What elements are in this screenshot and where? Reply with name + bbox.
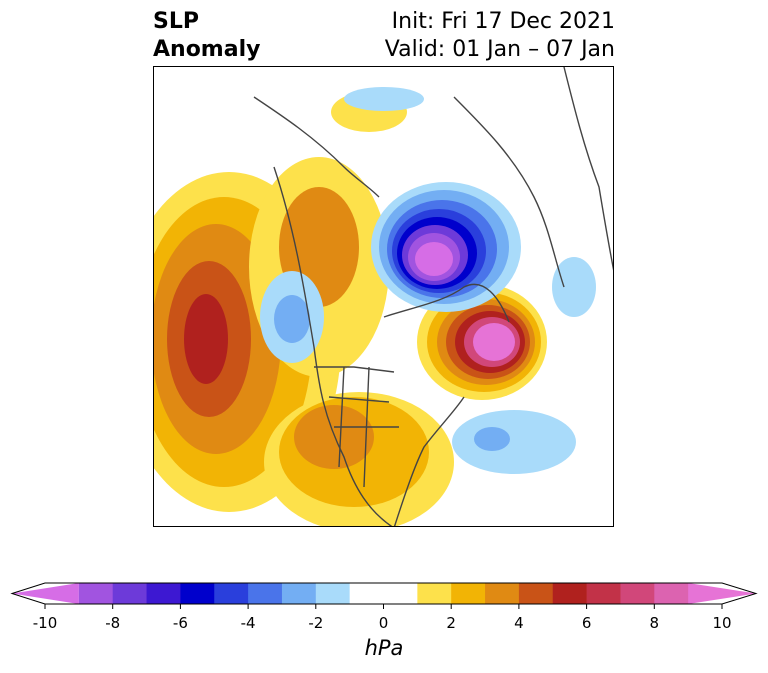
low-pressure-anomaly-east-pacific <box>260 271 324 363</box>
valid-period: Valid: 01 Jan – 07 Jan <box>384 37 615 62</box>
colorbar-tick-label: -2 <box>308 614 324 632</box>
high-pressure-anomaly-north-atlantic <box>417 284 547 400</box>
colorbar-units: hPa <box>364 636 404 660</box>
coastlines <box>253 67 613 526</box>
colorbar-segment <box>654 583 689 604</box>
title-line-2: Anomaly <box>153 37 261 62</box>
colorbar-tick-label: -4 <box>240 614 256 632</box>
colorbar-segment <box>112 583 148 604</box>
colorbar-segment <box>248 583 283 604</box>
colorbar-segment <box>383 583 418 604</box>
colorbar-segment <box>518 583 554 604</box>
colorbar-segment <box>281 583 317 604</box>
colorbar-segment <box>485 583 520 604</box>
colorbar-segment <box>349 583 384 604</box>
colorbar-tick-label: 10 <box>712 614 732 632</box>
low-pressure-anomaly-polar <box>344 87 596 317</box>
colorbar-segment <box>620 583 655 604</box>
colorbar-segment <box>552 583 588 604</box>
map-title: SLP Anomaly <box>153 8 260 64</box>
colorbar-tick-label: 0 <box>378 614 389 632</box>
colorbar-segment <box>688 583 756 604</box>
colorbar-tick-label: 4 <box>514 614 524 632</box>
colorbar-segment <box>180 583 215 604</box>
colorbar-segment <box>146 583 181 604</box>
init-date: Init: Fri 17 Dec 2021 <box>391 9 615 34</box>
colorbar-tick-label: -10 <box>32 614 58 632</box>
anomaly-map-svg <box>154 67 613 526</box>
colorbar-tick-label: 2 <box>446 614 456 632</box>
low-pressure-anomaly-subtropical-atlantic <box>452 410 576 474</box>
colorbar-tick-label: 8 <box>649 614 660 632</box>
colorbar-segment <box>78 583 114 604</box>
colorbar-segment <box>315 583 351 604</box>
colorbar-segment <box>586 583 621 604</box>
colorbar-segment <box>12 583 79 604</box>
title-line-1: SLP <box>153 9 199 34</box>
anomaly-map <box>153 66 614 527</box>
colorbar-segment <box>451 583 486 604</box>
colorbar-segment <box>417 583 452 604</box>
colorbar <box>10 582 758 609</box>
colorbar-segment <box>214 583 249 604</box>
date-info: Init: Fri 17 Dec 2021 Valid: 01 Jan – 07… <box>385 8 615 64</box>
colorbar-tick-label: 6 <box>581 614 592 632</box>
colorbar-tick-label: -6 <box>172 614 188 632</box>
colorbar-tick-label: -8 <box>105 614 121 632</box>
